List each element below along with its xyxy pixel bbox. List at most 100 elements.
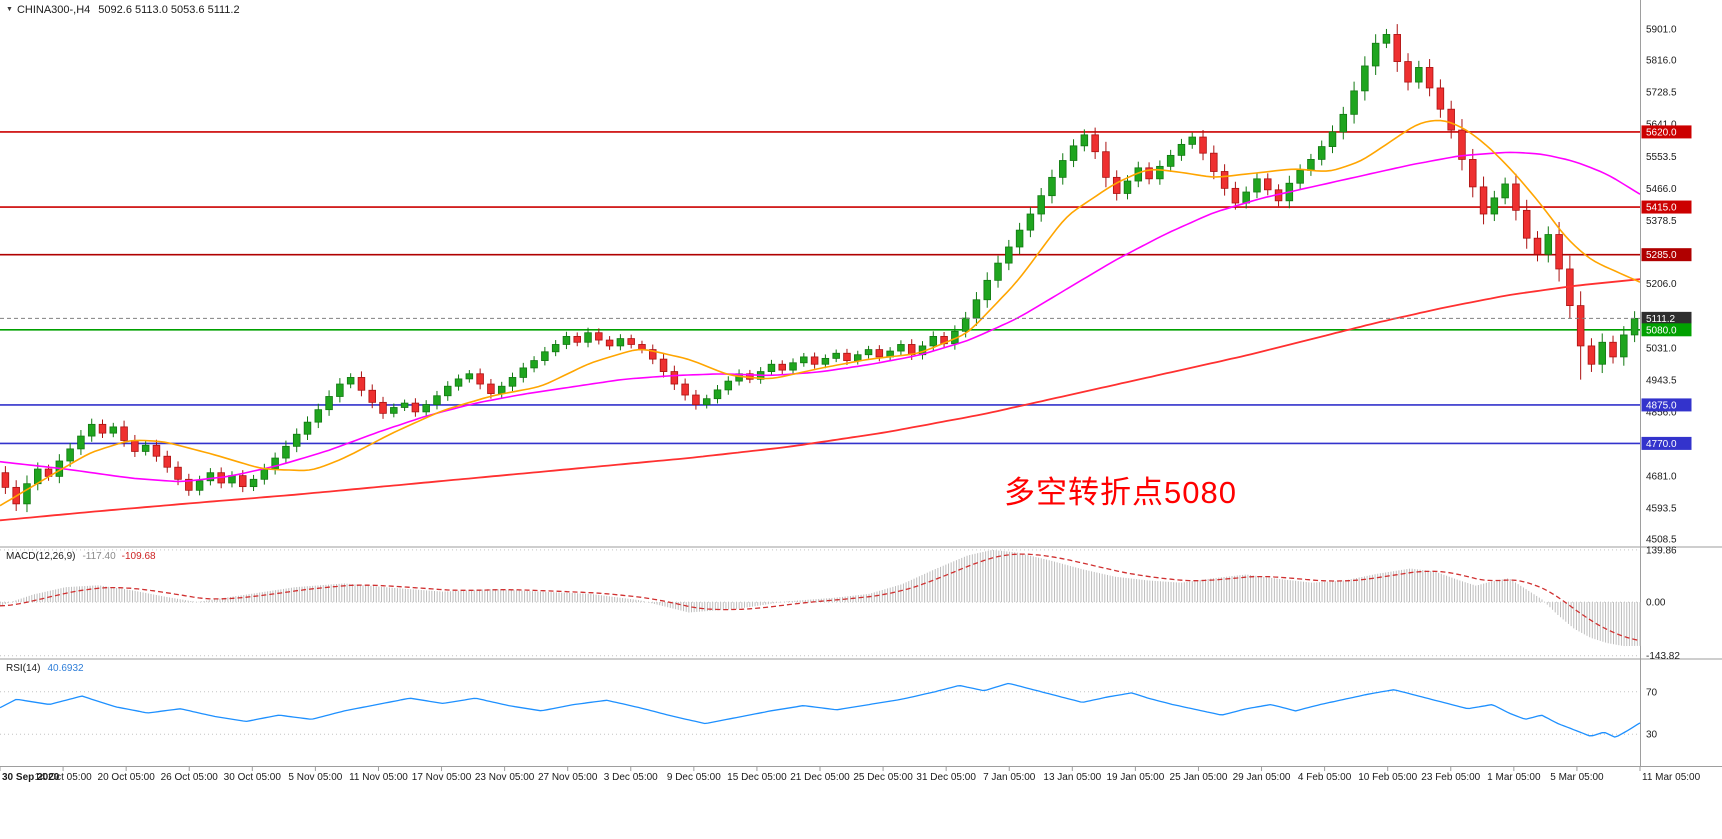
time-axis-label: 30 Oct 05:00 xyxy=(224,772,282,783)
price-tick-label: 5378.5 xyxy=(1646,216,1677,227)
price-axis[interactable]: 5901.0 5816.0 5728.5 5641.0 5553.5 5466.0 5378… xyxy=(1646,24,1677,545)
rsi-panel: 70 30 xyxy=(0,687,1658,741)
candle-body xyxy=(1544,234,1553,255)
candle-body xyxy=(778,363,786,371)
candle-body xyxy=(185,478,193,491)
macd-tick-label: 139.86 xyxy=(1646,545,1677,556)
rsi-level-label: 30 xyxy=(1646,730,1658,741)
candle-body xyxy=(206,472,215,482)
candle-body xyxy=(1447,108,1455,131)
candle-body xyxy=(1210,152,1218,172)
candle-body xyxy=(1576,305,1585,347)
time-axis-label: 14 Oct 05:00 xyxy=(34,772,92,783)
macd-indicator-header: MACD(12,26,9) -117.40 -109.68 xyxy=(6,551,156,562)
candle-body xyxy=(292,433,301,447)
macd-main-value: -117.40 xyxy=(82,551,116,562)
candle-body xyxy=(1037,195,1045,215)
candle-body xyxy=(1339,113,1348,133)
candle-body xyxy=(1231,187,1240,204)
candle-body xyxy=(282,445,290,459)
candle-body xyxy=(681,383,689,396)
candle-body xyxy=(1091,134,1099,153)
candle-body xyxy=(1522,209,1531,239)
candle-body xyxy=(1069,145,1078,161)
candle-body xyxy=(551,344,560,353)
price-hlines[interactable] xyxy=(0,131,1640,445)
price-tick-label: 5641.0 xyxy=(1646,120,1677,131)
time-axis-label: 25 Jan 05:00 xyxy=(1170,772,1228,783)
candle-body xyxy=(843,352,851,361)
candle-body xyxy=(109,426,118,434)
candle-body xyxy=(444,385,452,397)
candle-body xyxy=(260,468,269,480)
candle-body xyxy=(1469,159,1477,188)
chart-annotation[interactable]: 多空转折点5080 xyxy=(1004,475,1237,510)
ma-slow-line xyxy=(0,278,1641,522)
rsi-level-label: 70 xyxy=(1646,687,1658,698)
candle-body xyxy=(174,466,182,480)
price-flag-4875.0[interactable]: 4875.0 xyxy=(1641,398,1692,412)
price-flag-label: 4875.0 xyxy=(1646,400,1677,411)
candle-body xyxy=(497,385,506,394)
price-flag-5111.2[interactable]: 5111.2 xyxy=(1641,311,1692,325)
candle-body xyxy=(1350,90,1358,115)
candle-body xyxy=(519,367,528,378)
candle-body xyxy=(659,358,668,372)
price-tick-label: 5901.0 xyxy=(1646,24,1677,35)
candle-body xyxy=(541,351,549,361)
price-flag-5620.0[interactable]: 5620.0 xyxy=(1641,125,1692,139)
candle-body xyxy=(1393,34,1401,62)
price-flag-5285.0[interactable]: 5285.0 xyxy=(1641,248,1692,262)
candle-body xyxy=(1436,87,1445,110)
candle-body xyxy=(411,402,420,413)
time-axis-label: 19 Jan 05:00 xyxy=(1106,772,1164,783)
candle-body xyxy=(854,354,862,361)
macd-label: MACD(12,26,9) xyxy=(6,551,76,562)
candle-body xyxy=(627,338,635,345)
macd-tick-label: -143.82 xyxy=(1646,651,1680,662)
price-flag-4770.0[interactable]: 4770.0 xyxy=(1641,436,1692,450)
candle-body xyxy=(1166,154,1175,167)
candle-body xyxy=(864,349,873,356)
candle-body xyxy=(692,394,700,405)
candle-body xyxy=(1177,143,1186,156)
candle-body xyxy=(1102,151,1110,178)
candle-body xyxy=(638,344,646,350)
time-axis-label: 31 Dec 05:00 xyxy=(916,772,976,783)
price-tick-label: 5728.5 xyxy=(1646,88,1677,99)
candle-body xyxy=(1415,67,1423,83)
candle-body xyxy=(1145,167,1153,180)
price-tick-label: 5553.5 xyxy=(1646,152,1677,163)
time-axis-label: 5 Nov 05:00 xyxy=(288,772,342,783)
candle-body xyxy=(131,440,139,452)
candle-body xyxy=(702,398,711,405)
time-axis-label: 23 Nov 05:00 xyxy=(475,772,535,783)
candle-body xyxy=(1533,237,1542,255)
time-axis-label: 11 Nov 05:00 xyxy=(349,772,408,783)
price-flag-label: 5620.0 xyxy=(1646,127,1677,138)
candle-body xyxy=(77,435,85,450)
ma-mid-line xyxy=(0,151,1641,483)
rsi-value: 40.6932 xyxy=(47,663,84,674)
candle-body xyxy=(649,349,657,360)
candle-body xyxy=(595,332,603,341)
candle-body xyxy=(616,338,625,347)
price-flag-5415.0[interactable]: 5415.0 xyxy=(1641,200,1692,214)
time-axis-label: 13 Jan 05:00 xyxy=(1043,772,1101,783)
price-flag-label: 5111.2 xyxy=(1646,314,1676,325)
candle-body xyxy=(800,356,808,364)
candle-body xyxy=(1371,42,1380,67)
candle-body xyxy=(508,377,517,387)
candle-body xyxy=(368,389,376,403)
price-flag-5080.0[interactable]: 5080.0 xyxy=(1641,323,1692,337)
candle-body xyxy=(87,423,96,437)
candle-body xyxy=(1048,176,1056,197)
candle-body xyxy=(141,444,150,452)
time-axis-label: 9 Dec 05:00 xyxy=(667,772,721,783)
ohlc-values: 5092.6 5113.0 5053.6 5111.2 xyxy=(98,4,240,16)
time-axis-label: 5 Mar 05:00 xyxy=(1550,772,1604,783)
time-axis-label: 30 Sep 2020 xyxy=(2,772,60,783)
